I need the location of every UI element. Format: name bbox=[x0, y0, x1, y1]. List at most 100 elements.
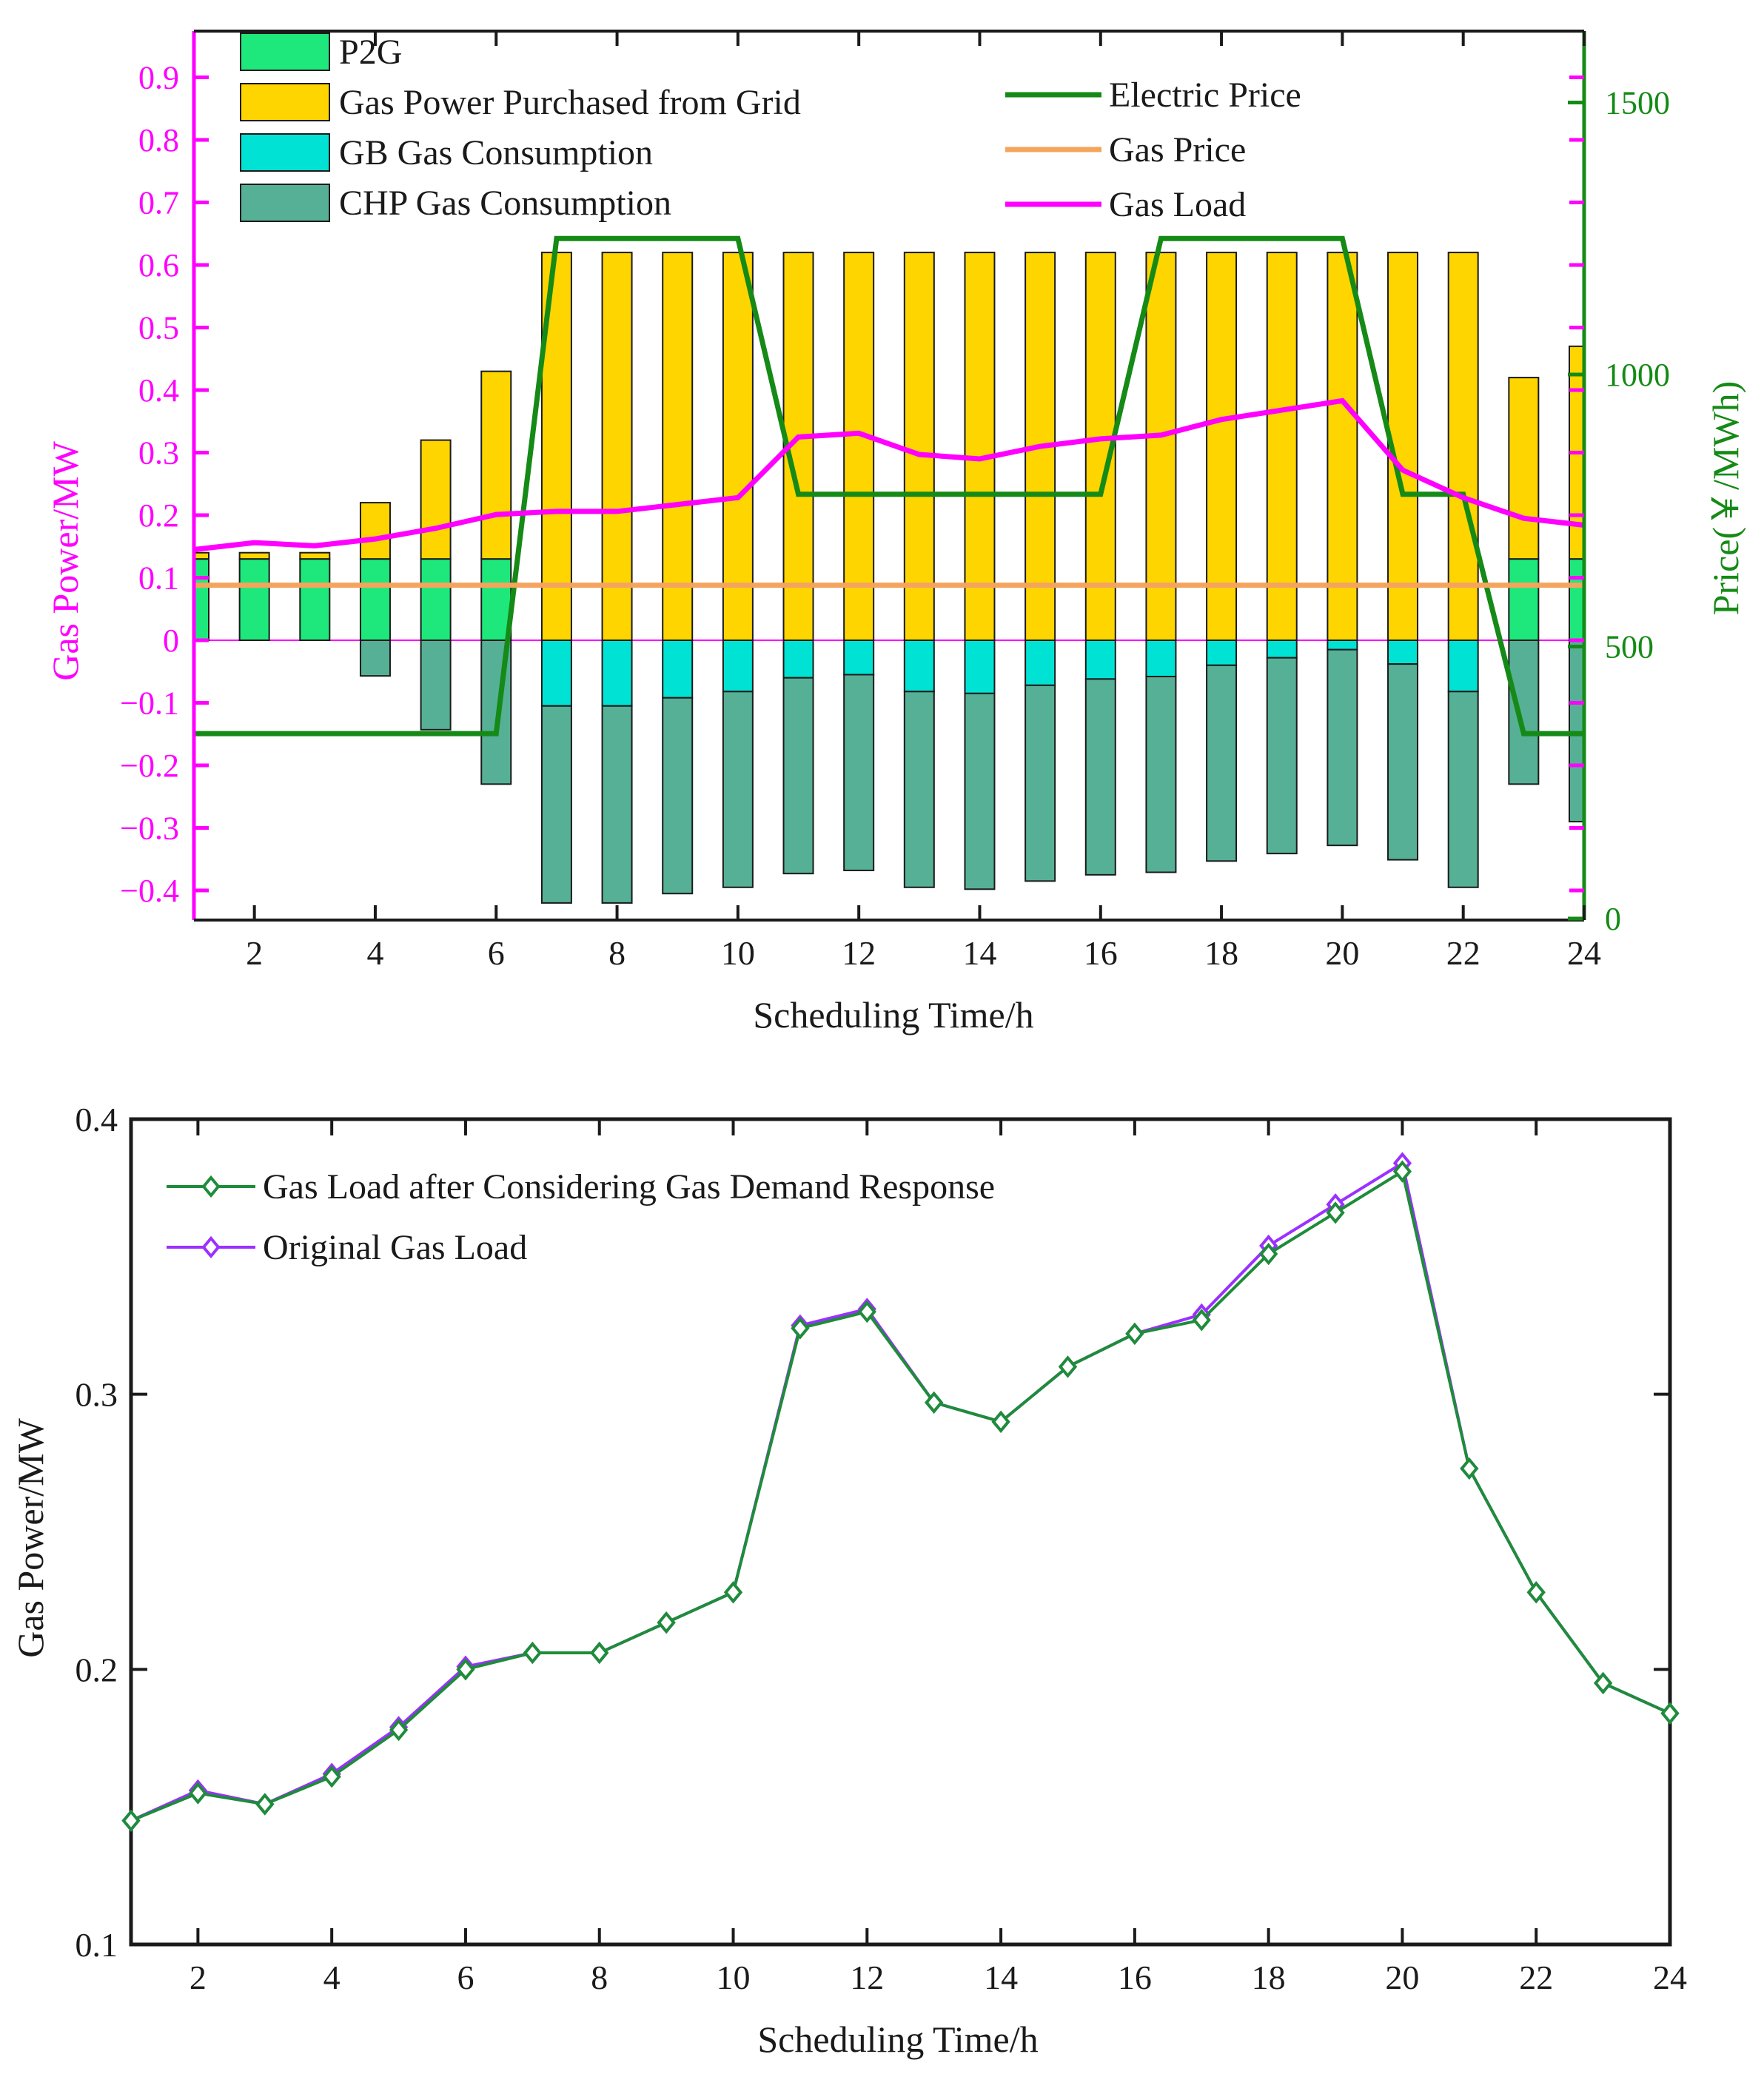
bar-chp-gas-consumption-h4 bbox=[359, 640, 391, 677]
legend-swatch-1 bbox=[240, 83, 330, 121]
y-tick-label: 0.1 bbox=[76, 1926, 118, 1964]
bar-chp-gas-consumption-h7 bbox=[540, 705, 572, 904]
bar-gas-power-purchased-from-grid-h8 bbox=[601, 252, 633, 642]
bar-gb-gas-consumption-h13 bbox=[903, 640, 935, 693]
bar-gb-gas-consumption-h17 bbox=[1145, 640, 1177, 678]
x-tick-label: 2 bbox=[246, 934, 263, 972]
bar-gas-power-purchased-from-grid-h9 bbox=[662, 252, 694, 642]
legend-line-label-2: Gas Load bbox=[1109, 185, 1246, 224]
x-tick-label: 12 bbox=[842, 934, 876, 972]
bottom-axes-frame: 0.10.20.30.42 4 6 8 10 12 14 16 18 20 22 24 bbox=[76, 1101, 1688, 1996]
bar-p2g-h23 bbox=[1508, 558, 1540, 642]
bottom-chart: 0.10.20.30.42 4 6 8 10 12 14 16 18 20 22 24 Schedul… bbox=[10, 1101, 1687, 2060]
bar-gas-power-purchased-from-grid-h2 bbox=[238, 551, 270, 560]
marker-gas-load-after-considering-gas-demand-response-h21 bbox=[1460, 1457, 1479, 1480]
y-tick-label: 0.9 bbox=[138, 60, 179, 96]
bar-chp-gas-consumption-h15 bbox=[1024, 684, 1056, 882]
top-lines-layer bbox=[193, 235, 1585, 736]
y-tick-label: 0.6 bbox=[138, 247, 179, 283]
bottom-lines-layer bbox=[121, 1152, 1680, 1832]
legend-label-1: Original Gas Load bbox=[263, 1228, 527, 1267]
y-tick-label: 0.3 bbox=[76, 1376, 118, 1414]
y-tick-label: 0.2 bbox=[138, 497, 179, 534]
top-right-y-axis-label: Price(￥/MWh) bbox=[1705, 381, 1746, 616]
x-tick-label: 8 bbox=[591, 1959, 608, 1996]
legend-label-0: P2G bbox=[339, 33, 402, 72]
marker-gas-load-after-considering-gas-demand-response-h24 bbox=[1660, 1702, 1680, 1725]
x-tick-label: 18 bbox=[1252, 1959, 1286, 1996]
y-tick-label: 0.4 bbox=[76, 1101, 118, 1138]
x-tick-label: 24 bbox=[1653, 1959, 1687, 1996]
bar-gb-gas-consumption-h16 bbox=[1084, 640, 1116, 680]
x-tick-label: 22 bbox=[1446, 934, 1480, 972]
bar-gas-power-purchased-from-grid-h13 bbox=[903, 252, 935, 642]
x-tick-label: 2 bbox=[190, 1959, 207, 1996]
x-tick-label: 8 bbox=[608, 934, 626, 972]
legend-label-1: Gas Power Purchased from Grid bbox=[339, 83, 801, 122]
marker-gas-load-after-considering-gas-demand-response-h12 bbox=[857, 1301, 876, 1323]
bar-gas-power-purchased-from-grid-h19 bbox=[1266, 252, 1298, 642]
bar-p2g-h2 bbox=[238, 558, 270, 642]
marker-gas-load-after-considering-gas-demand-response-h17 bbox=[1192, 1309, 1211, 1332]
marker-gas-load-after-considering-gas-demand-response-h4 bbox=[322, 1765, 341, 1788]
marker-gas-load-after-considering-gas-demand-response-h11 bbox=[791, 1317, 810, 1340]
marker-gas-load-after-considering-gas-demand-response-h6 bbox=[456, 1658, 475, 1681]
x-tick-label: 4 bbox=[323, 1959, 341, 1996]
bar-gas-power-purchased-from-grid-h6 bbox=[480, 370, 512, 560]
bar-gb-gas-consumption-h15 bbox=[1024, 640, 1056, 686]
right-y-tick-label: 1000 bbox=[1605, 357, 1670, 393]
legend-marker-0 bbox=[201, 1175, 221, 1198]
top-y-axis-label: Gas Power/MW bbox=[44, 440, 86, 680]
bar-gb-gas-consumption-h20 bbox=[1327, 640, 1358, 651]
bar-chp-gas-consumption-h12 bbox=[843, 674, 875, 871]
line-gas-load bbox=[193, 397, 1585, 552]
bar-chp-gas-consumption-h16 bbox=[1084, 678, 1116, 876]
bar-gas-power-purchased-from-grid-h23 bbox=[1508, 377, 1540, 560]
line-electric-price bbox=[194, 235, 1584, 736]
legend-swatch-0 bbox=[240, 33, 330, 71]
marker-gas-load-after-considering-gas-demand-response-h8 bbox=[590, 1641, 609, 1665]
bar-gas-power-purchased-from-grid-h3 bbox=[299, 551, 331, 560]
bar-gb-gas-consumption-h18 bbox=[1206, 640, 1238, 666]
bar-gas-power-purchased-from-grid-h5 bbox=[420, 439, 452, 560]
bar-chp-gas-consumption-h23 bbox=[1508, 640, 1540, 785]
x-tick-label: 16 bbox=[1084, 934, 1118, 972]
bar-p2g-h1 bbox=[193, 558, 209, 642]
y-tick-label: 0.4 bbox=[138, 372, 179, 409]
marker-gas-load-after-considering-gas-demand-response-h1 bbox=[121, 1809, 141, 1832]
bar-chp-gas-consumption-h20 bbox=[1327, 648, 1358, 847]
x-tick-label: 18 bbox=[1204, 934, 1238, 972]
marker-gas-load-after-considering-gas-demand-response-h14 bbox=[991, 1410, 1010, 1433]
legend-label-2: GB Gas Consumption bbox=[339, 133, 653, 172]
y-tick-label: −0.3 bbox=[120, 811, 179, 847]
bar-p2g-h4 bbox=[359, 558, 391, 642]
bar-gb-gas-consumption-h8 bbox=[601, 640, 633, 707]
bar-gb-gas-consumption-h12 bbox=[843, 640, 875, 676]
marker-gas-load-after-considering-gas-demand-response-h22 bbox=[1526, 1581, 1546, 1604]
x-tick-label: 14 bbox=[984, 1959, 1018, 1996]
bar-chp-gas-consumption-h17 bbox=[1145, 676, 1177, 873]
bar-gas-power-purchased-from-grid-h10 bbox=[722, 252, 754, 642]
bar-gb-gas-consumption-h19 bbox=[1266, 640, 1298, 659]
legend-label-3: CHP Gas Consumption bbox=[339, 184, 671, 223]
top-axes-frame: −0.4 −0.3 −0.2 −0.1 0 0.1 0.2 0.3 0.4 0.5 0.6 0.7 0.… bbox=[120, 30, 1670, 972]
right-y-tick-label: 500 bbox=[1605, 629, 1654, 665]
marker-gas-load-after-considering-gas-demand-response-h20 bbox=[1392, 1160, 1412, 1183]
x-tick-label: 14 bbox=[962, 934, 996, 972]
bar-gas-power-purchased-from-grid-h14 bbox=[964, 252, 996, 642]
right-y-tick-label: 0 bbox=[1605, 901, 1621, 937]
top-legend: P2G Gas Power Purchased from Grid GB Gas C… bbox=[240, 33, 1301, 224]
y-tick-label: 0.8 bbox=[138, 122, 179, 158]
marker-gas-load-after-considering-gas-demand-response-h2 bbox=[188, 1782, 207, 1805]
bar-p2g-h24 bbox=[1569, 558, 1585, 642]
legend-label-0: Gas Load after Considering Gas Demand Re… bbox=[263, 1167, 995, 1207]
y-tick-label: 0.1 bbox=[138, 560, 179, 597]
bar-gas-power-purchased-from-grid-h12 bbox=[843, 252, 875, 642]
bar-chp-gas-consumption-h19 bbox=[1266, 657, 1298, 855]
y-tick-label: 0.2 bbox=[76, 1651, 118, 1688]
x-tick-label: 10 bbox=[717, 1959, 751, 1996]
legend-swatch-3 bbox=[240, 184, 330, 222]
bar-chp-gas-consumption-h9 bbox=[662, 697, 694, 895]
x-tick-label: 22 bbox=[1519, 1959, 1553, 1996]
